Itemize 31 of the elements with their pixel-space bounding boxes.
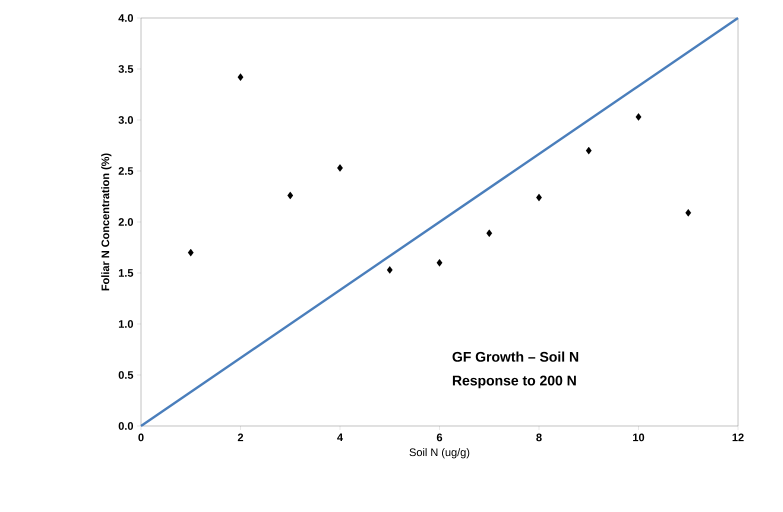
y-tick-label: 0.0: [118, 422, 134, 430]
point: [636, 113, 642, 121]
y-tick-label: 0.5: [118, 371, 134, 379]
y-tick-label: 3.5: [118, 65, 134, 73]
point: [436, 259, 442, 267]
point: [337, 164, 343, 172]
x-tick-label: 8: [536, 434, 542, 442]
point: [238, 73, 244, 81]
x-tick-label: 0: [138, 434, 144, 442]
x-tick-label: 6: [436, 434, 442, 442]
y-tick-label: 4.0: [118, 14, 134, 22]
y-tick-label: 2.5: [118, 167, 134, 175]
y-tick-label: 3.0: [118, 116, 134, 124]
point: [386, 266, 393, 274]
y-axis-title: Foliar N Concentration (%): [101, 153, 112, 290]
x-tick-label: 2: [238, 434, 244, 442]
point: [536, 194, 542, 202]
y-tick-label: 2.0: [118, 218, 134, 226]
point: [586, 146, 592, 154]
point: [287, 192, 294, 200]
y-tick-label: 1.0: [118, 320, 134, 328]
annotation: GF Growth – Soil N: [452, 352, 578, 362]
point: [188, 248, 194, 256]
x-axis-title: Soil N (ug/g): [410, 448, 470, 458]
y-tick-label: 1.5: [118, 269, 134, 277]
annotation: Response to 200 N: [452, 376, 576, 388]
x-tick-label: 10: [633, 434, 644, 442]
x-tick-label: 12: [732, 434, 744, 442]
x-tick-label: 4: [337, 434, 343, 442]
point: [486, 229, 492, 238]
point: [685, 209, 692, 217]
